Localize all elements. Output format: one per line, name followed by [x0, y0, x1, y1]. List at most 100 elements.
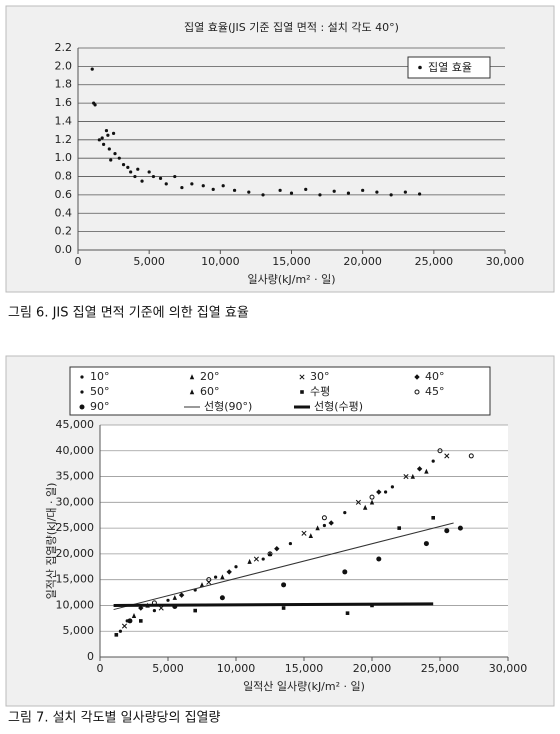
data-point [152, 609, 156, 613]
data-point [107, 147, 111, 151]
data-point [278, 188, 282, 192]
x-tick-label: 10,000 [201, 255, 240, 268]
x-tick-label: 0 [97, 662, 104, 675]
data-point [355, 499, 361, 505]
data-point [281, 582, 287, 588]
data-point [444, 528, 450, 534]
data-point [431, 516, 435, 520]
y-axis-label: 일적산 집열량(kJ/대 · 일) [44, 483, 58, 600]
y-tick-label: 1.6 [55, 96, 73, 109]
legend-marker [79, 404, 85, 410]
x-tick-label: 30,000 [486, 255, 525, 268]
data-point [416, 466, 423, 472]
x-tick-label: 20,000 [343, 255, 382, 268]
y-tick-label: 2.0 [55, 59, 73, 72]
data-point [431, 459, 435, 463]
data-point [342, 569, 348, 575]
data-point [424, 468, 429, 474]
y-tick-label: 0.4 [55, 206, 73, 219]
data-point [389, 193, 393, 197]
data-point [104, 129, 109, 133]
data-point [423, 541, 429, 547]
x-tick-label: 30,000 [489, 662, 528, 675]
x-tick-label: 15,000 [272, 255, 311, 268]
data-point [93, 103, 97, 107]
data-point [322, 523, 326, 528]
data-point [90, 67, 94, 71]
legend-box [407, 56, 491, 79]
data-point [214, 575, 218, 579]
data-point [121, 623, 128, 629]
data-point [140, 179, 144, 183]
data-point [129, 170, 133, 174]
caption: 그림 6. JIS 집열 면적 기준에 의한 집열 효율 [8, 306, 249, 321]
y-tick-label: 1.0 [55, 151, 73, 164]
data-point [131, 613, 137, 618]
legend-marker [418, 65, 422, 70]
data-point [151, 174, 156, 179]
legend-marker [189, 389, 195, 395]
data-point [318, 193, 322, 197]
data-point [253, 556, 259, 562]
y-tick-label: 30,000 [56, 495, 95, 508]
y-tick-label: 0.0 [55, 243, 73, 256]
data-point [219, 595, 225, 601]
data-point [468, 453, 474, 459]
x-tick-label: 15,000 [285, 662, 324, 675]
data-point [172, 595, 177, 600]
data-point [180, 185, 184, 190]
y-tick-label: 1.2 [55, 133, 73, 146]
data-point [267, 551, 273, 557]
data-point [308, 533, 313, 539]
legend-box [69, 366, 491, 416]
data-point [114, 633, 119, 637]
data-point [133, 174, 137, 179]
data-point [190, 182, 194, 186]
data-point [247, 558, 252, 564]
legend-marker [414, 374, 420, 380]
y-tick-label: 0.6 [55, 188, 73, 201]
data-point [206, 577, 212, 583]
data-point [267, 551, 273, 557]
legend-marker [80, 390, 84, 394]
x-tick-label: 5,000 [152, 662, 184, 675]
y-tick-label: 0 [87, 650, 94, 663]
data-point [97, 138, 101, 142]
data-point [346, 191, 351, 195]
legend-label: 45° [425, 385, 445, 398]
data-point [193, 608, 197, 613]
data-point [158, 176, 163, 180]
data-point [410, 473, 415, 479]
data-point [321, 515, 327, 521]
data-point [166, 598, 170, 602]
legend-label: 50° [90, 385, 110, 398]
data-point [304, 187, 308, 191]
legend-marker [414, 389, 420, 395]
y-tick-label: 0.8 [55, 170, 73, 183]
legend-label: 40° [425, 370, 445, 383]
plot-area [100, 425, 508, 657]
data-point [221, 184, 225, 188]
data-point [384, 490, 388, 494]
data-point [113, 151, 117, 156]
y-tick-label: 10,000 [56, 598, 95, 611]
x-tick-label: 25,000 [415, 255, 454, 268]
data-point [274, 546, 280, 552]
data-point [100, 136, 104, 140]
legend-marker [299, 374, 305, 380]
data-point [147, 170, 151, 174]
legend-label: 20° [200, 370, 220, 383]
y-tick-label: 35,000 [56, 470, 95, 483]
data-point [173, 174, 177, 179]
data-point [363, 504, 368, 510]
y-tick-label: 2.2 [55, 41, 73, 54]
x-axis-label: 일사량(kJ/m² · 일) [248, 272, 336, 286]
data-point [121, 163, 126, 167]
data-point [178, 592, 185, 598]
legend-label: 수평 [310, 385, 330, 398]
legend-label: 선형(수평) [314, 400, 363, 413]
data-point [328, 520, 334, 526]
data-point [281, 606, 286, 610]
data-point [369, 499, 375, 505]
